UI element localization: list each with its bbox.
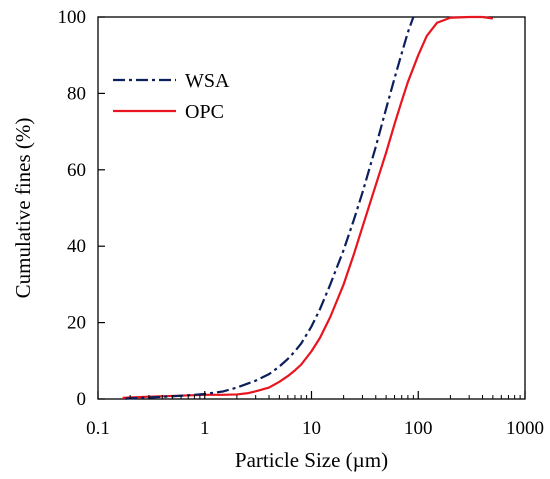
y-tick-label: 100 xyxy=(58,7,87,28)
y-tick-label: 20 xyxy=(67,313,86,334)
legend-label-wsa: WSA xyxy=(185,70,230,92)
x-tick-label: 1000 xyxy=(506,418,544,439)
x-tick-label: 100 xyxy=(404,418,433,439)
legend-label-opc: OPC xyxy=(185,101,224,123)
x-tick-label: 1 xyxy=(200,418,210,439)
plot-frame xyxy=(97,16,526,400)
x-axis-title: Particle Size (µm) xyxy=(235,448,388,472)
y-tick-label: 80 xyxy=(67,83,86,104)
series-layer xyxy=(122,15,494,400)
axes-layer: 0 20 40 60 80 100 0.1 1 10 100 1000 xyxy=(58,7,545,439)
y-tick-label: 40 xyxy=(67,236,86,257)
y-axis-title: Cumulative fines (%) xyxy=(11,118,35,299)
x-tick-label: 0.1 xyxy=(86,418,110,439)
y-tick-label: 0 xyxy=(77,389,87,410)
plot-area xyxy=(97,16,526,400)
y-tick-label: 60 xyxy=(67,160,86,181)
legend: WSA OPC xyxy=(113,70,230,123)
series-line-opc xyxy=(122,15,494,399)
series-line-wsa xyxy=(125,16,415,400)
x-tick-label: 10 xyxy=(302,418,321,439)
